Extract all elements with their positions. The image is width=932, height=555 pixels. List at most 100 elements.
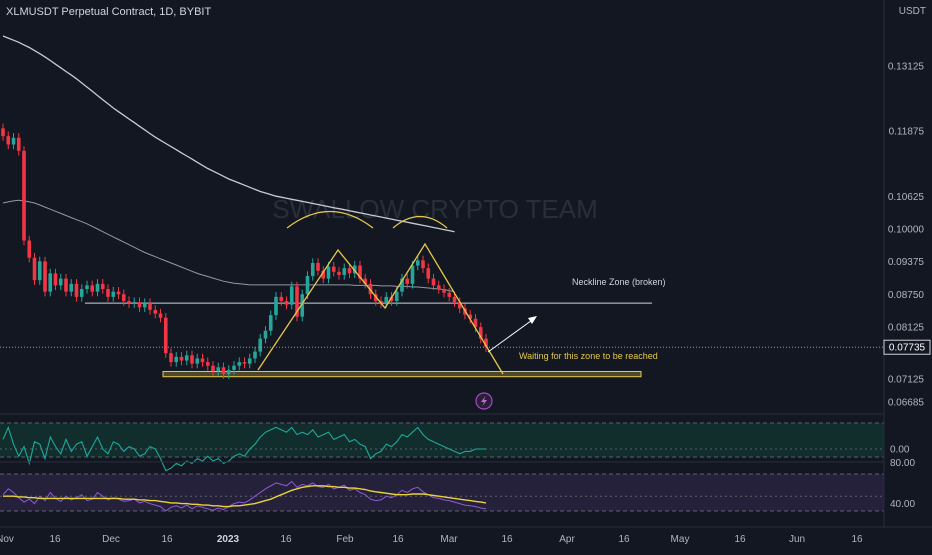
time-tick-label: Apr: [559, 534, 575, 545]
current-price-value: 0.07735: [889, 343, 926, 354]
candle-body: [74, 283, 79, 297]
time-tick-label: 2023: [217, 534, 240, 545]
candle-body: [452, 296, 457, 303]
time-tick-label: 16: [734, 534, 746, 545]
candle-body: [421, 260, 425, 269]
time-tick-label: 16: [618, 534, 630, 545]
candle-body: [316, 262, 320, 271]
rsi-tick-label: 40.00: [890, 499, 915, 510]
candle-body: [384, 296, 389, 304]
candle-body: [163, 317, 168, 354]
moving-average-lines: [2, 35, 455, 293]
candlestick-series: [1, 123, 488, 379]
ma100-line: [2, 199, 455, 293]
price-tick-label: 0.08750: [888, 290, 925, 301]
candle-body: [22, 150, 26, 241]
price-tick-label: 0.09375: [888, 257, 925, 268]
rsi-line: [2, 480, 487, 512]
candle-body: [106, 289, 110, 297]
candle-body: [237, 362, 242, 366]
candle-body: [342, 268, 347, 275]
candle-body: [478, 327, 483, 339]
time-tick-label: Dec: [102, 534, 120, 545]
candle-body: [368, 283, 373, 295]
candle-body: [137, 302, 142, 308]
time-tick-label: Jun: [789, 534, 805, 545]
time-tick-label: 16: [392, 534, 404, 545]
price-tick-label: 0.13125: [888, 62, 925, 73]
candle-body: [195, 358, 200, 364]
candle-body: [85, 285, 89, 290]
time-tick-label: Nov: [0, 534, 14, 545]
right-top-arc: [392, 215, 448, 229]
candle-body: [216, 367, 221, 371]
candle-body: [27, 240, 32, 258]
candle-body: [331, 266, 336, 272]
candle-body: [274, 296, 278, 316]
candle-body: [321, 270, 326, 279]
target-zone-annotation: Waiting for this zone to be reached: [519, 351, 658, 361]
candle-body: [179, 356, 184, 361]
candle-body: [174, 356, 179, 363]
oscillator-panel: [0, 413, 884, 472]
time-tick-label: 16: [161, 534, 173, 545]
candle-body: [247, 358, 252, 364]
candle-body: [300, 294, 305, 317]
candle-body: [363, 278, 368, 284]
watermark-text: SWALLOW CRYPTO TEAM: [272, 194, 598, 224]
target-zone-box[interactable]: [162, 370, 642, 378]
price-tick-label: 0.10000: [888, 225, 925, 236]
candle-body: [58, 278, 63, 286]
arrow-head: [528, 316, 537, 324]
candle-body: [426, 268, 431, 279]
candle-body: [43, 261, 47, 292]
candle-body: [127, 301, 131, 304]
candle-body: [226, 369, 231, 375]
candle-body: [90, 285, 95, 292]
candle-body: [53, 273, 58, 286]
pattern-lines: [257, 242, 504, 375]
candle-body: [32, 257, 37, 281]
time-tick-label: 16: [49, 534, 61, 545]
candle-body: [95, 283, 100, 292]
current-price-badge: 0.07735: [883, 339, 931, 355]
candle-body: [326, 266, 331, 279]
candle-body: [289, 286, 294, 305]
candle-body: [121, 294, 126, 302]
candle-body: [200, 358, 205, 363]
rsi-band: [0, 474, 884, 511]
candle-body: [69, 283, 74, 292]
candle-body: [457, 302, 462, 309]
candle-body: [468, 314, 473, 319]
candle-body: [279, 296, 284, 302]
candle-body: [263, 330, 268, 339]
oscillator-band: [0, 423, 884, 457]
candle-body: [484, 338, 488, 348]
ma200-line: [2, 35, 455, 233]
candle-body: [431, 278, 436, 286]
candle-body: [295, 286, 299, 317]
candle-body: [6, 136, 11, 145]
candle-body: [436, 285, 441, 290]
candle-body: [111, 291, 116, 297]
lightning-icon[interactable]: [475, 392, 493, 410]
candle-body: [305, 276, 310, 295]
rsi-tick-label: 80.00: [890, 458, 915, 469]
candle-body: [394, 291, 399, 302]
candle-body: [284, 301, 289, 305]
candle-body: [158, 313, 163, 318]
price-tick-label: 0.08125: [888, 322, 925, 333]
rsi-ma-line: [3, 485, 487, 508]
neckline-annotation: Neckline Zone (broken): [572, 277, 666, 287]
price-tick-label: 0.06685: [888, 398, 925, 409]
candle-body: [389, 296, 394, 302]
candle-body: [48, 273, 53, 292]
candle-body: [142, 303, 147, 308]
time-tick-label: 16: [501, 534, 513, 545]
price-axis[interactable]: 0.13125 0.11875 0.10625 0.10000 0.09375 0.087…: [888, 62, 925, 511]
candle-body: [347, 268, 352, 274]
oscillator-line: [2, 425, 486, 472]
